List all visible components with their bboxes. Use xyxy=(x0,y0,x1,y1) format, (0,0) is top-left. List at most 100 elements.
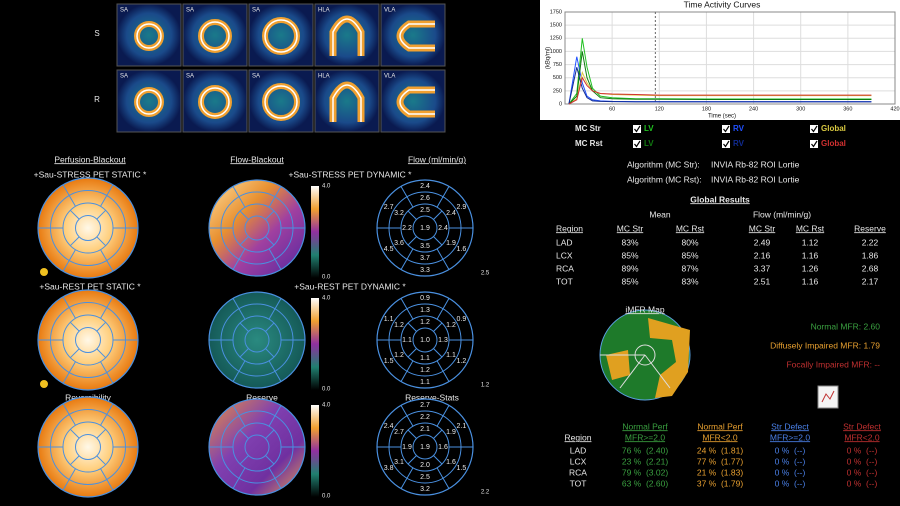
view-label: SA xyxy=(252,74,260,80)
segment-value: 1.2 xyxy=(457,358,467,365)
segment-value: 1.1 xyxy=(420,379,430,386)
polar-spoke xyxy=(400,298,414,320)
y-tick-label: 250 xyxy=(553,88,562,94)
scan-contour xyxy=(399,23,435,49)
polar-spoke xyxy=(265,236,275,246)
polar-ring xyxy=(75,327,101,353)
polar-spoke xyxy=(100,361,114,384)
legend-label: RV xyxy=(733,124,745,133)
polar-spoke xyxy=(69,236,80,247)
segment-value: 2.4 xyxy=(420,183,430,190)
series-line xyxy=(568,70,872,105)
table-cell: TOT xyxy=(570,478,587,488)
table-cell: 87% xyxy=(681,263,698,273)
map-title: Reserve xyxy=(246,392,278,402)
segment-value: 2.9 xyxy=(457,204,467,211)
y-tick-label: 1250 xyxy=(550,36,562,42)
polar-spoke xyxy=(232,248,246,270)
polar-spoke xyxy=(69,428,80,439)
row-label: S xyxy=(94,29,99,38)
table-cell: 0 % (--) xyxy=(847,467,878,477)
table-cell: 0 % (--) xyxy=(775,456,806,466)
legend-label: Global xyxy=(821,139,846,148)
segment-value: 4.5 xyxy=(384,246,394,253)
table-cell: 0 % (--) xyxy=(775,445,806,455)
polar-spoke xyxy=(436,360,450,382)
table-cell: 63 % (2.60) xyxy=(622,478,668,488)
scan-tile xyxy=(314,69,380,133)
polar-spoke xyxy=(69,209,80,220)
polar-spoke xyxy=(232,298,246,320)
column-header: MC Rst xyxy=(676,223,705,233)
segment-value: 1.5 xyxy=(457,465,467,472)
color-bar xyxy=(311,298,319,390)
column-header: Normal Perf xyxy=(622,421,668,431)
polar-spoke xyxy=(62,184,76,207)
imfr-map xyxy=(599,309,691,401)
polar-spoke xyxy=(433,429,443,439)
table-cell: 2.49 xyxy=(754,237,771,247)
table-cell: 23 % (2.21) xyxy=(622,456,668,466)
column-header: Region xyxy=(556,223,583,233)
table-cell: 1.16 xyxy=(802,276,819,286)
polar-spoke xyxy=(62,361,76,384)
polar-spoke xyxy=(239,210,249,220)
x-tick-label: 180 xyxy=(702,106,711,112)
polar-spoke xyxy=(400,248,414,270)
segment-value: 2.4 xyxy=(384,423,394,430)
polar-ring xyxy=(412,327,438,353)
polar-spoke xyxy=(96,428,107,439)
table-cell: 76 % (2.40) xyxy=(622,445,668,455)
table-cell: 2.22 xyxy=(862,237,879,247)
view-label: VLA xyxy=(384,8,395,14)
polar-spoke xyxy=(400,186,414,208)
column-header: Str Defect xyxy=(843,421,881,431)
algorithm-value: INVIA Rb-82 ROI Lortie xyxy=(711,159,800,169)
polar-spoke xyxy=(100,468,114,491)
segment-value: 1.6 xyxy=(457,246,467,253)
scan-tile xyxy=(314,3,380,67)
segment-value: 1.1 xyxy=(446,352,456,359)
table-cell: 1.16 xyxy=(802,250,819,260)
table-cell: 24 % (1.81) xyxy=(697,445,743,455)
color-bar xyxy=(311,405,319,497)
polar-spoke xyxy=(436,298,450,320)
table-cell: 37 % (1.79) xyxy=(697,478,743,488)
segment-value: 1.2 xyxy=(394,322,404,329)
segment-value: 3.7 xyxy=(420,255,430,262)
polar-spoke xyxy=(232,186,246,208)
scan-tile xyxy=(182,69,248,133)
polar-spoke xyxy=(100,296,114,319)
segment-value: 1.3 xyxy=(420,307,430,314)
segment-value: 2.2 xyxy=(420,414,430,421)
polar-spoke xyxy=(265,348,275,358)
polar-spoke xyxy=(433,322,443,332)
table-cell: 77 % (1.77) xyxy=(697,456,743,466)
segment-value: 2.1 xyxy=(420,426,430,433)
column-header: MC Rst xyxy=(796,223,825,233)
scan-contour xyxy=(332,18,362,56)
polar-spoke xyxy=(268,298,282,320)
scale-min: 0.0 xyxy=(322,275,331,281)
legend-check xyxy=(723,125,730,133)
table-cell: LCX xyxy=(556,250,573,260)
y-tick-label: 750 xyxy=(553,62,562,68)
polar-spoke xyxy=(407,455,417,465)
segment-value: 1.9 xyxy=(420,225,430,232)
legend-check xyxy=(811,140,818,148)
report-icon[interactable] xyxy=(817,385,839,409)
map-title: +Sau-STRESS PET STATIC * xyxy=(34,169,147,179)
polar-spoke xyxy=(265,455,275,465)
column-header: MFR>=2.0 xyxy=(770,432,810,442)
panel-header: Flow (ml/min/g) xyxy=(408,154,466,164)
polar-spoke xyxy=(100,403,114,426)
table-cell: 85% xyxy=(621,250,638,260)
polar-spoke xyxy=(239,322,249,332)
view-label: HLA xyxy=(318,8,330,14)
scan-tile xyxy=(248,3,314,67)
segment-value: 2.4 xyxy=(438,225,448,232)
legend-label: Global xyxy=(821,124,846,133)
map-title: +Sau-REST PET STATIC * xyxy=(39,281,141,291)
polar-ring xyxy=(75,215,101,241)
column-header: Str Defect xyxy=(771,421,809,431)
